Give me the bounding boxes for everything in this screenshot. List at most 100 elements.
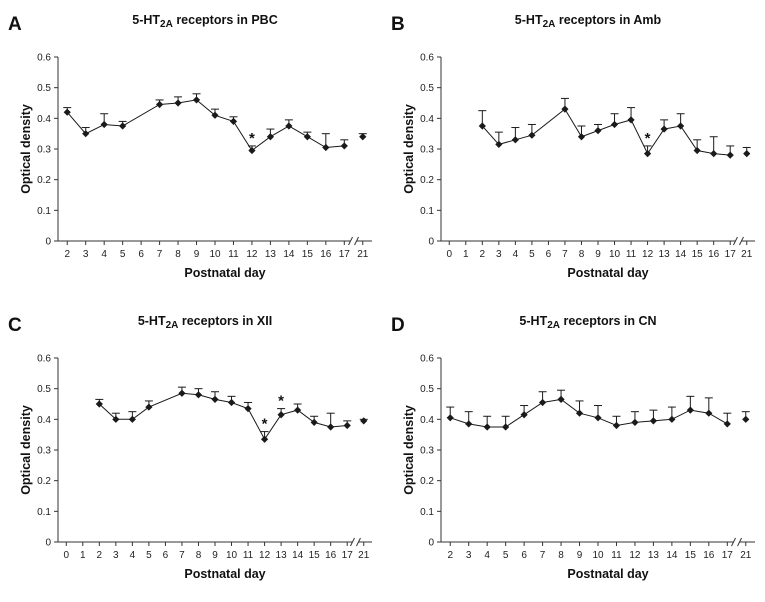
x-tick-label: 6	[546, 249, 552, 260]
x-tick-label: 4	[101, 249, 107, 260]
data-point	[612, 421, 621, 430]
axis-break-mark	[354, 236, 359, 246]
x-tick-label: 11	[243, 550, 254, 561]
data-point	[192, 96, 201, 104]
y-tick-label: 0.2	[420, 175, 434, 186]
x-tick-label: 4	[513, 249, 519, 260]
x-tick-label: 10	[226, 550, 238, 561]
chart-panel-c: C 5-HT2A receptors in XII 0 0.1 0.2 0.3 0.4 0.5…	[0, 301, 382, 602]
series-line	[66, 99, 345, 152]
chart-c-svg: C 5-HT2A receptors in XII 0 0.1 0.2 0.3 0.4 0.5…	[8, 314, 372, 581]
axis-break-mark	[356, 537, 361, 547]
data-point	[627, 116, 635, 124]
x-tick-label: 11	[228, 249, 239, 260]
data-point	[677, 122, 685, 130]
x-tick-label: 15	[692, 249, 704, 260]
chart-panel-b: B 5-HT2A receptors in Amb 0 0.1 0.2 0.3 0.4 0.5…	[383, 0, 765, 301]
data-point	[483, 423, 491, 431]
data-point	[322, 143, 330, 152]
y-tick-label: 0.5	[420, 384, 434, 395]
x-tick-label: 5	[529, 249, 535, 260]
data-point	[660, 125, 668, 133]
data-point	[743, 150, 751, 158]
x-tick-label: 8	[196, 550, 202, 561]
data-point	[631, 418, 639, 426]
data-point	[285, 122, 293, 130]
x-tick-label: 11	[611, 550, 622, 561]
y-tick-label: 0.4	[37, 114, 51, 125]
x-tick-label: 2	[480, 249, 486, 260]
panel-letter: B	[391, 14, 405, 35]
y-tick-label: 0.3	[37, 446, 51, 457]
data-point	[119, 122, 127, 130]
y-tick-label: 0.2	[420, 476, 434, 487]
axis-break-mark	[737, 537, 742, 547]
y-tick-label: 0.3	[37, 145, 51, 156]
data-point	[277, 411, 285, 419]
x-tick-label: 4	[484, 550, 490, 561]
axis-break-mark	[731, 537, 736, 547]
data-point	[82, 130, 90, 138]
x-tick-label: 17	[342, 550, 354, 561]
data-point	[227, 398, 236, 407]
y-tick-label: 0.1	[37, 206, 51, 217]
data-point	[155, 100, 164, 109]
data-point	[723, 420, 731, 428]
x-tick-label: 21	[741, 249, 753, 260]
data-point	[594, 414, 602, 422]
y-tick-label: 0.1	[420, 507, 434, 518]
x-tick-label: 10	[592, 550, 604, 561]
x-tick-label: 13	[659, 249, 671, 260]
x-tick-label: 17	[725, 249, 737, 260]
data-point	[520, 411, 528, 419]
chart-title: 5-HT2A receptors in PBC	[132, 13, 277, 30]
significance-marker: *	[278, 393, 284, 410]
x-tick-label: 13	[648, 550, 660, 561]
x-axis-label: Postnatal day	[184, 567, 265, 581]
y-tick-label: 0.5	[420, 83, 434, 94]
y-tick-label: 0	[428, 237, 434, 248]
chart-title: 5-HT2A receptors in XII	[138, 314, 272, 331]
data-point	[327, 423, 335, 431]
y-tick-label: 0.3	[420, 446, 434, 457]
axis-break-mark	[348, 236, 353, 246]
x-tick-label: 3	[113, 550, 119, 561]
x-tick-label: 15	[302, 249, 314, 260]
x-axis-label: Postnatal day	[567, 266, 648, 280]
x-tick-label: 14	[283, 249, 295, 260]
x-tick-label: 17	[722, 550, 734, 561]
y-tick-label: 0.6	[37, 354, 51, 365]
data-point	[577, 133, 586, 141]
data-point	[194, 391, 203, 399]
x-tick-label: 3	[466, 550, 472, 561]
y-tick-label: 0	[428, 538, 434, 549]
panel-letter: A	[8, 14, 22, 35]
x-tick-label: 6	[138, 249, 144, 260]
data-point	[260, 435, 269, 443]
data-point	[610, 120, 619, 129]
x-tick-label: 16	[708, 249, 720, 260]
chart-title: 5-HT2A receptors in CN	[519, 314, 656, 331]
x-tick-label: 9	[194, 249, 200, 260]
y-axis-label: Optical density	[402, 104, 416, 194]
x-tick-label: 1	[463, 249, 469, 260]
axis-break-gap	[735, 237, 742, 245]
x-tick-label: 7	[179, 550, 185, 561]
x-tick-label: 14	[292, 550, 304, 561]
axis-break-gap	[733, 538, 740, 546]
data-point	[178, 389, 186, 397]
data-point	[705, 409, 713, 417]
series-line	[450, 398, 728, 428]
data-point	[710, 150, 718, 158]
x-tick-label: 16	[703, 550, 715, 561]
data-point	[649, 417, 658, 425]
x-tick-label: 6	[163, 550, 169, 561]
significance-marker: *	[262, 416, 268, 433]
significance-marker: *	[645, 130, 651, 147]
data-point	[211, 395, 219, 403]
x-tick-label: 4	[130, 550, 136, 561]
data-point	[742, 415, 750, 423]
x-tick-label: 14	[666, 550, 678, 561]
x-tick-label: 9	[577, 550, 583, 561]
y-tick-label: 0.4	[37, 415, 51, 426]
